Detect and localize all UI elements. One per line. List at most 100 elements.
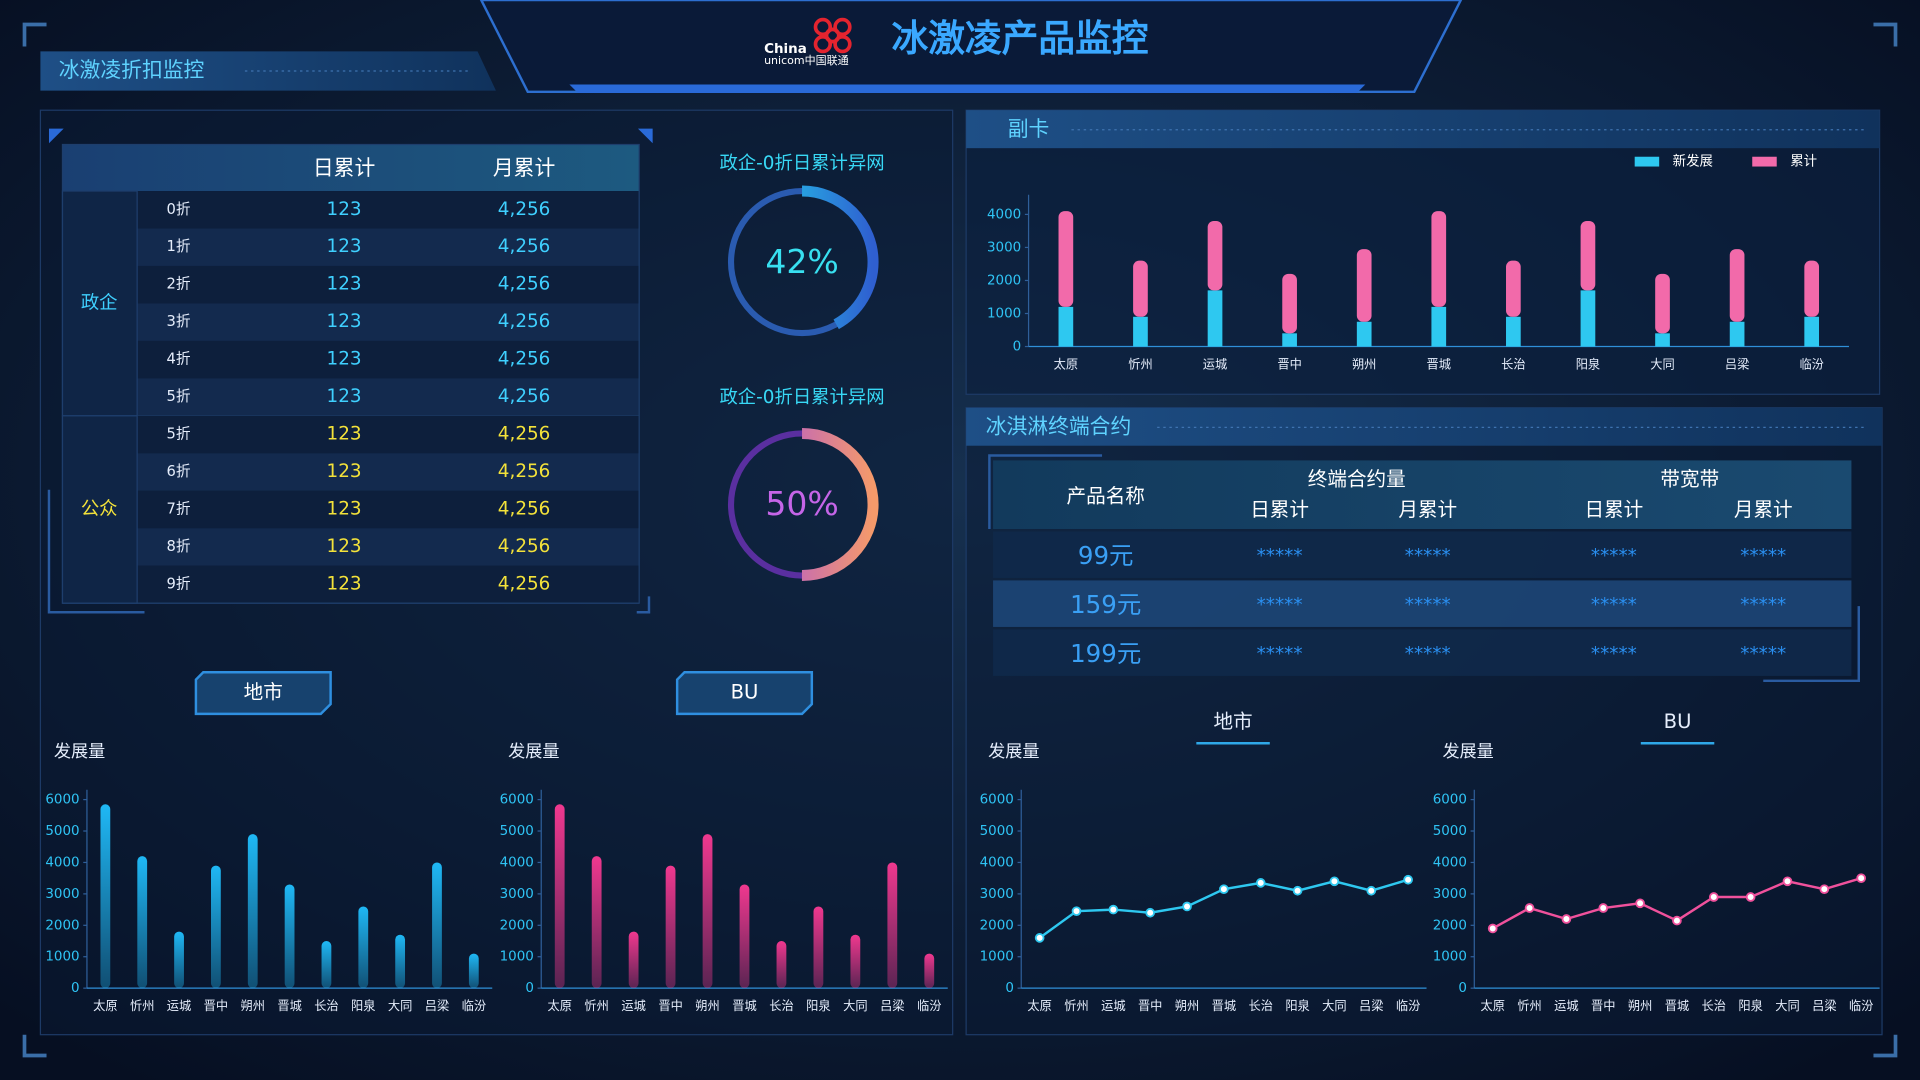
point [1182,901,1192,912]
x-tick-label: 晋城 [1427,357,1451,371]
tab-button[interactable] [675,671,814,716]
y-tick-label: 5000 [980,824,1014,839]
y-tick-label: 4000 [500,855,534,870]
table-cell: 0折 [167,201,191,218]
x-tick-label: 晋中 [1277,356,1301,371]
x-tick-label: 大同 [1775,999,1799,1013]
table-bracket [47,489,651,614]
table-group-cell [61,190,138,417]
tab-button[interactable] [194,671,332,716]
legend-swatch [1634,156,1660,167]
bar-segment [1506,260,1521,317]
y-tick-label: 1000 [1433,950,1467,965]
table-cell: ***** [1257,595,1303,616]
x-tick-label: 长治 [314,999,338,1013]
table-cell: 5折 [167,388,191,405]
table-cell: 4,256 [498,499,551,520]
legend-swatch [1752,156,1777,167]
bar [395,934,406,989]
x-tick-label: 晋城 [1665,999,1689,1013]
table-cell: 123 [327,274,362,295]
logo-text: unicom中国联通 [764,54,849,67]
header-frame [479,0,1463,94]
x-tick-label: 临汾 [462,999,486,1013]
x-tick-label: 长治 [769,999,793,1013]
bar [628,931,639,989]
y-tick-label: 2000 [987,273,1021,288]
x-tick-label: 阳泉 [1576,356,1600,371]
x-tick-label: 朔州 [1628,998,1652,1013]
page-title: 冰激凌产品监控 [891,17,1148,60]
x-tick-label: 吕梁 [1812,998,1836,1013]
y-axis-label: 发展量 [54,742,105,762]
donut-value-label: 50% [765,484,838,523]
x-tick-label: 大同 [1650,357,1674,371]
table-row-bg [993,629,1852,676]
tab-button-label[interactable]: BU [731,681,759,704]
table-cell: 123 [327,499,362,520]
bar-segment [1580,290,1596,347]
bar [887,862,898,989]
y-tick-label: 4000 [45,855,79,870]
y-tick-label: 0 [1458,981,1467,996]
x-tick-label: 晋中 [1591,998,1615,1013]
table-cell: ***** [1257,644,1303,665]
table-header-bg [993,460,1852,529]
legend-label: 累计 [1790,154,1817,170]
bar-segment [1431,211,1447,307]
bar [924,953,935,989]
bar [358,906,369,989]
table-cell: 123 [327,349,362,370]
y-tick-label: 5000 [45,824,79,839]
table-row-bg [137,490,640,529]
x-tick-label: 运城 [1203,357,1227,371]
table-row-bg [137,303,640,341]
bar-segment [1282,273,1297,334]
y-tick-label: 2000 [45,918,79,933]
y-tick-label: 6000 [980,793,1014,808]
bar-segment [1729,321,1745,347]
y-tick-label: 4000 [980,855,1014,870]
bar-segment [1207,221,1223,291]
x-tick-label: 朔州 [241,998,265,1013]
table-cell: ***** [1591,644,1637,665]
y-tick-label: 0 [1005,981,1014,996]
bar-segment [1804,316,1820,347]
table-header: 日累计 [313,156,375,180]
point [1561,914,1572,924]
panel-title: 副卡 [1008,117,1050,141]
bar [591,856,602,989]
x-tick-label: 运城 [1554,999,1578,1013]
x-tick-label: 朔州 [1175,998,1199,1013]
bar-segment [1506,316,1521,347]
table-cell: 99元 [1078,541,1134,570]
table-cell: ***** [1405,546,1451,567]
table-subheader: 月累计 [1734,498,1793,521]
table-row-bg [137,265,640,304]
y-tick-label: 4000 [987,207,1021,222]
bar-segment [1655,333,1670,347]
table-group-cell [61,415,138,604]
table-row-bg [137,415,640,454]
table-cell: ***** [1257,546,1303,567]
x-tick-label: 太原 [547,998,571,1013]
bar [321,941,332,989]
table-subheader: 日累计 [1250,498,1309,521]
bar-segment [1655,273,1670,334]
x-tick-label: 朔州 [1352,356,1376,371]
table-cell: 8折 [167,538,191,555]
y-tick-label: 0 [1013,340,1022,355]
point [1329,876,1340,887]
y-axis-label: 发展量 [508,742,559,762]
bar [665,865,676,989]
point [1487,923,1498,934]
tab-button-label[interactable]: 地市 [244,681,283,704]
x-tick-label: 大同 [1322,999,1346,1013]
table-header: 月累计 [493,156,555,180]
point [1403,874,1413,885]
bar-segment [1580,221,1596,291]
bar [247,834,258,989]
bar-segment [1282,333,1297,347]
table-cell: 4折 [167,351,191,368]
bar-segment [1133,316,1148,347]
